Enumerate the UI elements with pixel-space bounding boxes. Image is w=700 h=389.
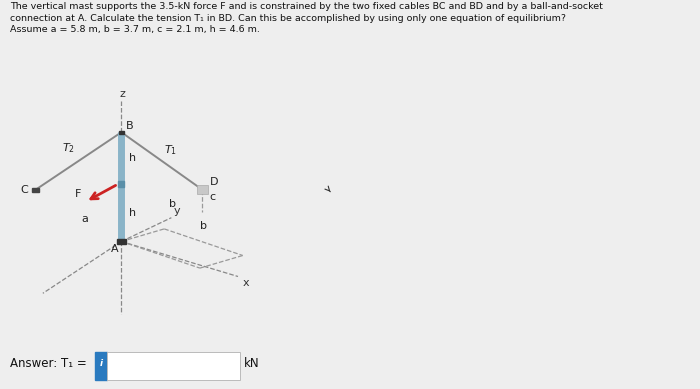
Text: kN: kN (244, 357, 259, 370)
Text: a: a (81, 214, 88, 224)
Text: connection at A. Calculate the tension T₁ in BD. Can this be accomplished by usi: connection at A. Calculate the tension T… (10, 14, 566, 23)
Bar (117, 239, 126, 244)
Bar (197, 185, 207, 194)
Text: x: x (243, 278, 249, 288)
Bar (94, 352, 107, 380)
Bar (118, 131, 124, 134)
Text: $T_1$: $T_1$ (164, 144, 177, 158)
Text: b: b (200, 221, 207, 231)
Text: c: c (209, 193, 216, 203)
Text: C: C (21, 185, 29, 194)
Text: Answer: T₁ =: Answer: T₁ = (10, 357, 88, 370)
Text: h: h (129, 153, 136, 163)
Text: D: D (209, 177, 218, 187)
Text: B: B (126, 121, 134, 131)
Text: z: z (120, 89, 126, 99)
Text: h: h (129, 208, 136, 218)
Text: i: i (99, 359, 102, 368)
Text: Assume a = 5.8 m, b = 3.7 m, c = 2.1 m, h = 4.6 m.: Assume a = 5.8 m, b = 3.7 m, c = 2.1 m, … (10, 25, 260, 34)
Text: A: A (111, 244, 119, 254)
Text: y: y (174, 206, 181, 216)
Bar (107, 352, 240, 380)
Text: F: F (74, 189, 81, 199)
Bar (32, 187, 39, 192)
Text: b: b (169, 199, 176, 209)
Text: The vertical mast supports the 3.5-kN force F and is constrained by the two fixe: The vertical mast supports the 3.5-kN fo… (10, 2, 603, 11)
Bar (118, 181, 125, 187)
Text: $T_2$: $T_2$ (62, 141, 75, 154)
